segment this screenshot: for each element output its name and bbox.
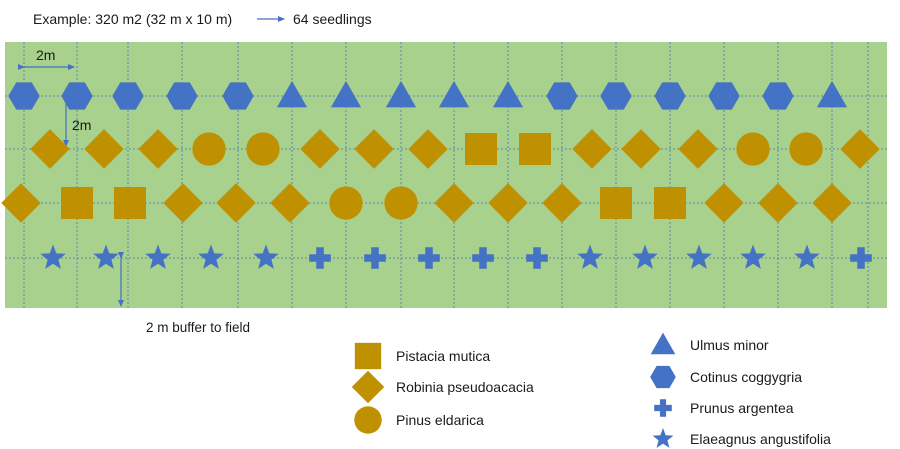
square-icon xyxy=(114,187,146,219)
legend-label: Robinia pseudoacacia xyxy=(396,379,534,395)
hexagon-icon xyxy=(112,82,144,110)
circle-icon xyxy=(736,132,770,166)
legend-label: Elaeagnus angustifolia xyxy=(690,431,831,447)
hexagon-icon xyxy=(600,82,632,110)
legend: Pistacia mutica Robinia pseudoacacia Pinus… xyxy=(351,332,831,448)
star-icon xyxy=(253,244,279,269)
diamond-icon xyxy=(434,183,474,223)
legend-label: Cotinus coggygria xyxy=(690,369,802,385)
hexagon-icon xyxy=(546,82,578,110)
star-icon xyxy=(40,244,66,269)
diamond-icon xyxy=(542,183,582,223)
star-icon xyxy=(198,244,224,269)
buffer-label: 2 m buffer to field xyxy=(146,320,250,335)
star-icon xyxy=(794,244,820,269)
diamond-icon xyxy=(300,129,340,169)
star-icon xyxy=(93,244,119,269)
cross-icon xyxy=(309,247,331,269)
legend-label: Pistacia mutica xyxy=(396,348,490,364)
circle-icon xyxy=(246,132,280,166)
diamond-icon xyxy=(758,183,798,223)
hexagon-icon xyxy=(650,365,676,389)
hexagon-icon xyxy=(654,82,686,110)
hexagon-icon xyxy=(8,82,40,110)
triangle-icon xyxy=(438,80,470,108)
legend-label: Prunus argentea xyxy=(690,400,794,416)
spacing-vertical-label: 2m xyxy=(72,117,91,133)
square-icon xyxy=(61,187,93,219)
diamond-icon xyxy=(216,183,256,223)
square-icon xyxy=(600,187,632,219)
cross-icon xyxy=(472,247,494,269)
circle-icon xyxy=(329,186,363,220)
legend-label: Ulmus minor xyxy=(690,337,769,353)
triangle-icon xyxy=(492,80,524,108)
diamond-icon xyxy=(678,129,718,169)
circle-icon xyxy=(354,406,382,434)
cross-icon xyxy=(654,399,672,417)
diamond-icon xyxy=(1,183,41,223)
hexagon-icon xyxy=(762,82,794,110)
plant-grid xyxy=(1,80,880,269)
cross-icon xyxy=(526,247,548,269)
square-icon xyxy=(354,342,382,370)
example-text: Example: 320 m2 (32 m x 10 m) xyxy=(33,11,232,27)
cross-icon xyxy=(850,247,872,269)
diamond-icon xyxy=(812,183,852,223)
hexagon-icon xyxy=(222,82,254,110)
star-icon xyxy=(632,244,658,269)
diamond-icon xyxy=(138,129,178,169)
diamond-icon xyxy=(270,183,310,223)
star-icon xyxy=(145,244,171,269)
spacing-horizontal-label: 2m xyxy=(36,47,55,63)
triangle-icon xyxy=(276,80,308,108)
cross-icon xyxy=(418,247,440,269)
square-icon xyxy=(519,133,551,165)
square-icon xyxy=(654,187,686,219)
legend-label: Pinus eldarica xyxy=(396,412,484,428)
hexagon-icon xyxy=(166,82,198,110)
diamond-icon xyxy=(163,183,203,223)
circle-icon xyxy=(384,186,418,220)
circle-icon xyxy=(192,132,226,166)
field-area xyxy=(5,42,887,308)
circle-icon xyxy=(789,132,823,166)
diamond-icon xyxy=(840,129,880,169)
seedlings-text: 64 seedlings xyxy=(293,11,372,27)
triangle-icon xyxy=(385,80,417,108)
diamond-icon xyxy=(30,129,70,169)
triangle-icon xyxy=(330,80,362,108)
triangle-icon xyxy=(816,80,848,108)
star-icon xyxy=(577,244,603,269)
diamond-icon xyxy=(572,129,612,169)
diamond-icon xyxy=(488,183,528,223)
diamond-icon xyxy=(621,129,661,169)
star-icon xyxy=(740,244,766,269)
diamond-icon xyxy=(354,129,394,169)
diamond-icon xyxy=(351,370,385,404)
hexagon-icon xyxy=(708,82,740,110)
hexagon-icon xyxy=(61,82,93,110)
star-icon xyxy=(686,244,712,269)
diamond-icon xyxy=(704,183,744,223)
triangle-icon xyxy=(650,332,676,355)
diamond-icon xyxy=(84,129,124,169)
cross-icon xyxy=(364,247,386,269)
diamond-icon xyxy=(408,129,448,169)
star-icon xyxy=(652,428,674,448)
square-icon xyxy=(465,133,497,165)
